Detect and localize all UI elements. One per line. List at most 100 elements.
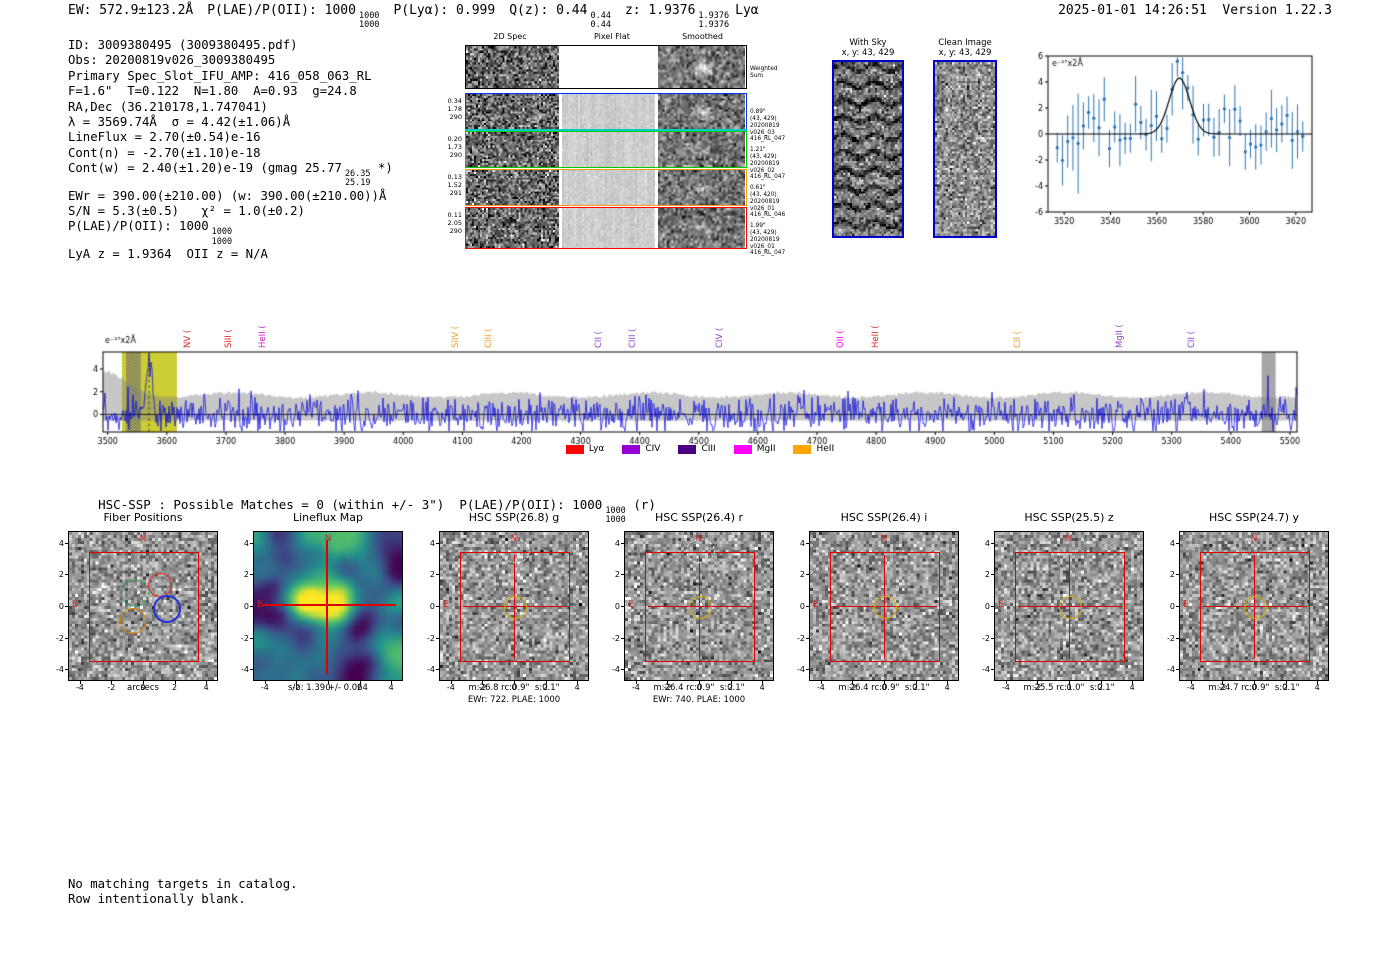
y-tick-label: 4 [429,538,435,548]
x-tick-mark [174,681,176,684]
x-tick-mark [1069,681,1070,684]
y-tick-mark [621,637,624,639]
spec2d-row-fiber3 [465,169,747,206]
x-tick-label: -2 [292,683,301,692]
fiber-circle-orange [120,608,146,634]
y-tick-label: -2 [797,633,805,643]
x-tick-mark [296,681,298,684]
y-tick-mark [806,637,809,639]
info-wavelength: λ = 3569.74Å σ = 4.42(±1.06)Å [68,115,291,130]
cutout-sublabel: EWr: 740. PLAE: 1000 [652,695,746,705]
y-tick-mark [65,574,68,576]
x-tick-label: -2 [107,683,116,692]
x-tick-mark [143,681,144,684]
p-lya: P(Lyα): 0.999 [393,3,496,18]
x-tick-label: -4 [75,683,84,692]
y-tick-label: 0 [429,602,435,611]
aperture-circle [504,596,527,619]
y-tick-mark [250,574,253,576]
y-tick-label: 0 [58,602,64,611]
x-tick-label: 2 [543,683,549,692]
x-tick-label: 4 [1314,683,1320,692]
weighted-right-labels: Weighted Sum [750,65,778,79]
footer-blank-row: Row intentionally blank. [68,892,246,906]
hsc-matches-line: HSC-SSP : Possible Matches = 0 (within +… [98,497,656,526]
cutout-image-hsc-i: N E [809,531,959,681]
y-tick-label: -2 [56,633,64,643]
clean-image [935,62,995,236]
x-tick-label: -4 [446,683,455,692]
y-tick-label: 4 [614,538,620,548]
legend-swatch-heii [793,444,812,454]
fiber3-smoothed-image [658,170,745,205]
extraction-square [830,552,940,662]
x-tick-mark [947,681,949,684]
spectrum-legend: Lyα CIV CIII MgII HeII [103,444,1297,454]
plae-fraction: 1000 1000 [358,11,380,31]
y-tick-label: 2 [58,570,64,580]
x-tick-label: -2 [478,683,487,692]
info-redshifts: LyA z = 1.9364 OII z = N/A [68,246,268,261]
plae-info-fraction: 1000 1000 [211,227,233,247]
y-tick-label: 4 [984,538,990,548]
x-tick-label: -4 [816,683,825,692]
clean-image-frame [933,60,997,238]
x-tick-mark [514,681,515,684]
y-tick-label: -2 [1167,633,1175,643]
x-tick-label: -2 [848,683,857,692]
info-plae: P(LAE)/P(OII): 1000 1000 1000 [68,219,233,247]
info-primary-spec: Primary Spec_Slot_IFU_AMP: 416_058_063_R… [68,68,372,83]
lineflux-map-image [254,532,402,680]
y-tick-label: -2 [427,633,435,643]
y-tick-mark [436,542,439,544]
fiber1-left-labels: 0.34 1.78 290 [447,97,462,121]
cutout-panel-hsc-y: HSC SSP(24.7) y N E m:24.7 rc:0.9" s:0.1… [1167,511,1329,693]
y-tick-mark [65,606,68,607]
fiber1-flat-image [562,94,655,129]
spec2d-row-fiber1 [465,93,747,130]
cutout-image-hsc-r: N E [624,531,774,681]
y-tick-mark [250,637,253,639]
extraction-square [1015,552,1125,662]
info-obs: Obs: 20200819v026_3009380495 [68,53,276,68]
info-id: ID: 3009380495 (3009380495.pdf) [68,38,298,52]
x-tick-mark [450,681,452,684]
legend-swatch-lya [565,444,584,454]
legend-swatch-ciii [678,444,697,454]
withsky-title: With Sky [849,38,887,48]
y-tick-mark [806,542,809,544]
y-tick-label: 4 [58,538,64,548]
detection-info-block: ID: 3009380495 (3009380495.pdf) Obs: 202… [68,38,393,262]
y-tick-label: 0 [799,602,805,611]
x-tick-label: 2 [1098,683,1104,692]
y-tick-label: 4 [1169,538,1175,548]
x-tick-mark [1100,681,1102,684]
x-tick-label: 0 [140,683,146,692]
cutout-title: HSC SSP(26.4) r [654,511,744,524]
x-tick-mark [577,681,579,684]
x-tick-mark [635,681,637,684]
x-tick-mark [111,681,113,684]
y-tick-mark [621,669,624,671]
compass-north: N [324,534,332,544]
legend-item-heii: HeII [793,444,834,454]
cutout-xlabel: m:25.5 rc:1.0" s:0.1" [1023,683,1115,693]
x-tick-label: 2 [1283,683,1289,692]
weighted-flat-blank [562,46,655,88]
y-tick-label: 0 [243,602,249,611]
cutout-title: Lineflux Map [292,511,364,524]
x-tick-mark [1005,681,1007,684]
compass-east: E [813,600,819,610]
full-spectrum-plot [55,333,1345,451]
timestamp-version: 2025-01-01 14:26:51 Version 1.22.3 [1058,3,1332,18]
x-tick-mark [1285,681,1287,684]
y-tick-mark [621,574,624,576]
x-tick-mark [915,681,917,684]
x-tick-label: 0 [511,683,517,692]
legend-swatch-mgii [733,444,752,454]
footer-no-matches: No matching targets in catalog. [68,877,298,891]
y-tick-mark [991,542,994,544]
info-cont-n: Cont(n) = -2.70(±1.10)e-18 [68,145,261,160]
x-tick-mark [762,681,764,684]
fiber4-flat-image [562,208,655,248]
